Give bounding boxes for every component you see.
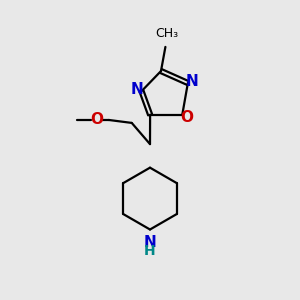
Text: N: N bbox=[131, 82, 144, 97]
Text: N: N bbox=[144, 235, 156, 250]
Text: N: N bbox=[186, 74, 198, 89]
Text: H: H bbox=[144, 244, 156, 258]
Text: CH₃: CH₃ bbox=[155, 27, 178, 40]
Text: O: O bbox=[90, 112, 103, 128]
Text: O: O bbox=[181, 110, 194, 124]
